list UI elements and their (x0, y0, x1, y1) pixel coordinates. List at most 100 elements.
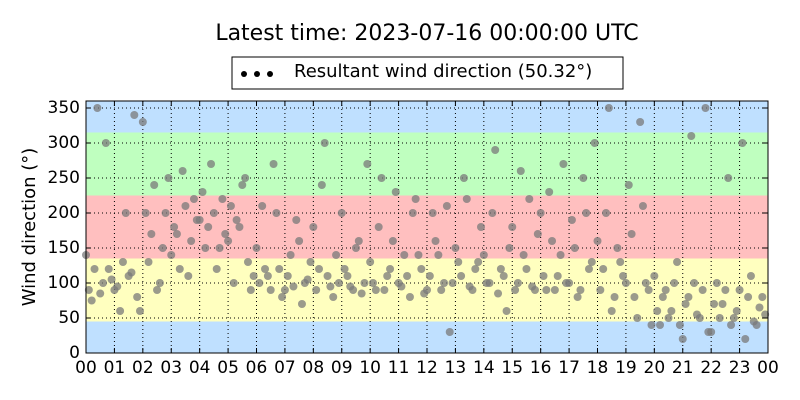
y-tick-label: 250 (48, 168, 80, 188)
point (687, 132, 696, 140)
point (604, 104, 613, 112)
point (545, 188, 554, 196)
point (357, 289, 366, 298)
point (243, 258, 252, 266)
point (488, 209, 497, 217)
point (195, 216, 204, 224)
point (627, 230, 636, 238)
x-tick-label: 15 (501, 358, 523, 378)
point (715, 314, 724, 322)
point (286, 251, 295, 259)
point (727, 321, 736, 329)
point (207, 160, 216, 168)
point (334, 279, 343, 287)
point (263, 272, 272, 280)
point (354, 237, 363, 245)
point (695, 314, 704, 322)
point (241, 174, 250, 182)
plot-frame (85, 100, 769, 354)
point (221, 230, 230, 238)
point (653, 307, 662, 315)
point (127, 268, 136, 277)
point (329, 293, 338, 301)
point (121, 209, 130, 217)
x-tick-label: 23 (729, 358, 751, 378)
point (275, 265, 284, 273)
point (650, 272, 659, 280)
x-tick-label: 20 (644, 358, 666, 378)
point (87, 296, 96, 305)
x-tick-label: 09 (331, 358, 353, 378)
point (229, 279, 238, 287)
x-tick-label: 17 (558, 358, 580, 378)
point (710, 300, 719, 308)
point (511, 286, 520, 294)
point (249, 272, 258, 280)
point (303, 275, 312, 284)
x-tick-label: 07 (274, 358, 296, 378)
x-tick-label: 03 (160, 358, 182, 378)
x-tick-label: 22 (700, 358, 722, 378)
point (104, 265, 113, 273)
point (158, 244, 167, 252)
point (414, 251, 423, 259)
point (607, 307, 616, 315)
point (539, 272, 548, 280)
point (525, 195, 534, 203)
point (337, 209, 346, 217)
y-tick-label: 200 (48, 203, 80, 223)
point (428, 209, 437, 217)
point (758, 293, 767, 301)
point (610, 293, 619, 301)
point (457, 272, 466, 280)
point (530, 286, 539, 294)
point (462, 195, 471, 203)
point (258, 202, 267, 210)
y-tick-label: 100 (48, 273, 80, 293)
point (175, 265, 184, 273)
point (442, 202, 451, 210)
point (536, 209, 545, 217)
point (616, 258, 625, 266)
point (661, 286, 670, 294)
point (212, 265, 221, 273)
point (84, 286, 93, 294)
point (323, 272, 332, 280)
point (542, 286, 551, 294)
point (678, 335, 687, 343)
point (147, 230, 156, 238)
point (474, 258, 483, 266)
point (633, 314, 642, 322)
point (508, 223, 517, 231)
point (224, 237, 233, 245)
point (690, 279, 699, 287)
x-tick-label: 11 (388, 358, 410, 378)
point (479, 251, 488, 259)
point (386, 265, 395, 273)
x-tick-label: 04 (189, 358, 211, 378)
point (533, 230, 542, 238)
y-tick-label: 0 (69, 343, 80, 363)
point (596, 286, 605, 294)
y-tick-label: 300 (48, 133, 80, 153)
point (459, 174, 468, 182)
point (153, 286, 162, 294)
point (522, 265, 531, 273)
point (664, 314, 673, 322)
point (110, 286, 119, 294)
point (232, 216, 241, 224)
point (471, 265, 480, 273)
point (198, 188, 207, 196)
point (613, 244, 622, 252)
point (636, 118, 645, 126)
point (712, 279, 721, 287)
point (226, 202, 235, 210)
point (289, 282, 298, 291)
point (630, 293, 639, 301)
x-tick-label: 10 (359, 358, 381, 378)
point (360, 279, 369, 287)
point (181, 202, 190, 210)
point (380, 286, 389, 294)
point (101, 139, 110, 147)
point (584, 265, 593, 273)
